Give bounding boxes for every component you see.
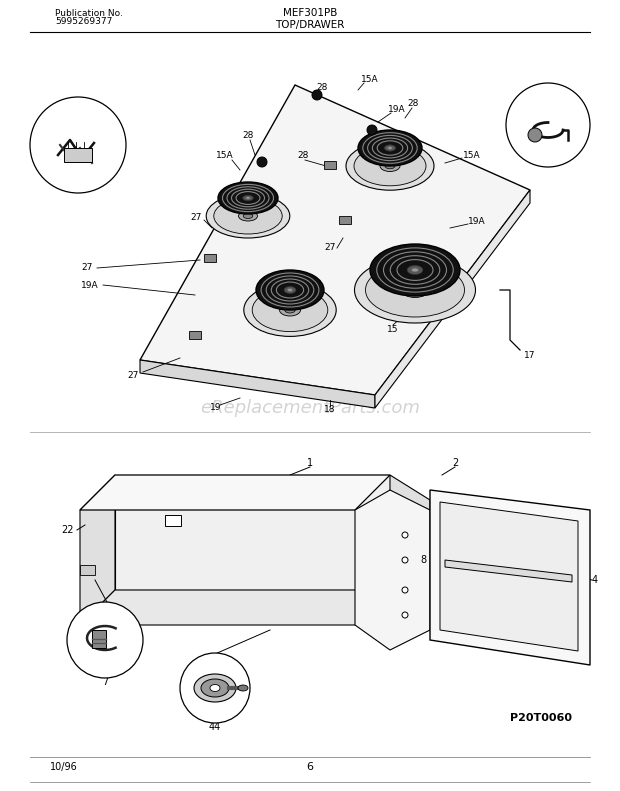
Polygon shape bbox=[80, 475, 115, 625]
Ellipse shape bbox=[355, 257, 476, 323]
Ellipse shape bbox=[384, 145, 396, 151]
Circle shape bbox=[67, 602, 143, 678]
Bar bbox=[339, 216, 351, 224]
Ellipse shape bbox=[243, 214, 253, 218]
Polygon shape bbox=[390, 475, 430, 630]
Text: 15A: 15A bbox=[463, 150, 481, 160]
Ellipse shape bbox=[206, 194, 290, 238]
Text: 19A: 19A bbox=[388, 105, 406, 115]
Text: 18: 18 bbox=[542, 85, 554, 94]
Text: 8: 8 bbox=[420, 555, 426, 565]
Ellipse shape bbox=[238, 685, 248, 691]
Circle shape bbox=[180, 653, 250, 723]
Circle shape bbox=[312, 90, 322, 100]
Text: 28: 28 bbox=[298, 150, 309, 160]
Ellipse shape bbox=[194, 674, 236, 702]
Ellipse shape bbox=[407, 266, 423, 274]
Text: 28: 28 bbox=[407, 99, 419, 108]
Text: 6: 6 bbox=[306, 762, 314, 772]
Polygon shape bbox=[445, 560, 572, 582]
Polygon shape bbox=[440, 502, 578, 651]
Text: 18A: 18A bbox=[56, 115, 74, 124]
Ellipse shape bbox=[354, 146, 426, 186]
Polygon shape bbox=[80, 475, 390, 510]
Polygon shape bbox=[80, 590, 390, 625]
Ellipse shape bbox=[244, 284, 336, 336]
Text: P20T0060: P20T0060 bbox=[510, 713, 572, 723]
Polygon shape bbox=[140, 85, 530, 395]
Circle shape bbox=[402, 532, 408, 538]
Text: 19A: 19A bbox=[468, 218, 486, 226]
Ellipse shape bbox=[346, 142, 434, 190]
Circle shape bbox=[402, 557, 408, 563]
Text: 15A: 15A bbox=[216, 150, 234, 160]
Circle shape bbox=[367, 125, 377, 135]
Ellipse shape bbox=[388, 146, 392, 149]
Text: Publication No.: Publication No. bbox=[55, 9, 123, 17]
Circle shape bbox=[257, 157, 267, 167]
Text: 10/96: 10/96 bbox=[50, 762, 78, 772]
Text: 1: 1 bbox=[307, 458, 313, 468]
Text: MEF301PB: MEF301PB bbox=[283, 8, 337, 18]
Ellipse shape bbox=[401, 282, 429, 297]
Polygon shape bbox=[375, 190, 530, 408]
Bar bbox=[64, 148, 92, 162]
Ellipse shape bbox=[385, 163, 395, 168]
Polygon shape bbox=[80, 565, 95, 575]
Text: 27: 27 bbox=[190, 214, 202, 222]
Text: 28: 28 bbox=[316, 82, 328, 92]
Text: TOP/DRAWER: TOP/DRAWER bbox=[275, 20, 345, 30]
Ellipse shape bbox=[370, 244, 460, 296]
Ellipse shape bbox=[214, 198, 282, 234]
Text: 22: 22 bbox=[61, 525, 73, 535]
Text: 5995269377: 5995269377 bbox=[55, 17, 112, 27]
Text: 19: 19 bbox=[210, 403, 222, 412]
Ellipse shape bbox=[366, 263, 464, 317]
Ellipse shape bbox=[256, 270, 324, 310]
Polygon shape bbox=[430, 490, 590, 665]
Bar bbox=[324, 161, 336, 169]
Ellipse shape bbox=[243, 195, 253, 201]
Ellipse shape bbox=[380, 161, 400, 172]
Polygon shape bbox=[140, 360, 375, 408]
Circle shape bbox=[528, 128, 542, 142]
Ellipse shape bbox=[284, 286, 296, 293]
Ellipse shape bbox=[218, 182, 278, 214]
Circle shape bbox=[506, 83, 590, 167]
Text: 18: 18 bbox=[324, 406, 336, 414]
Circle shape bbox=[402, 612, 408, 618]
Ellipse shape bbox=[246, 197, 250, 199]
Polygon shape bbox=[355, 490, 430, 650]
Text: 17: 17 bbox=[525, 350, 536, 359]
Ellipse shape bbox=[288, 289, 293, 292]
Text: 27: 27 bbox=[127, 370, 139, 380]
Circle shape bbox=[402, 587, 408, 593]
Text: 27: 27 bbox=[324, 244, 335, 252]
Bar bbox=[92, 630, 106, 648]
Text: 15A: 15A bbox=[361, 74, 379, 84]
Ellipse shape bbox=[201, 679, 229, 697]
Text: 19A: 19A bbox=[81, 281, 99, 290]
Ellipse shape bbox=[408, 286, 422, 293]
Text: 2: 2 bbox=[452, 458, 458, 468]
Ellipse shape bbox=[285, 307, 295, 313]
Text: 15: 15 bbox=[388, 326, 399, 335]
Text: 28: 28 bbox=[242, 131, 254, 139]
Circle shape bbox=[30, 97, 126, 193]
Text: 27: 27 bbox=[81, 263, 92, 273]
Polygon shape bbox=[115, 475, 390, 590]
Bar bbox=[204, 254, 216, 262]
Ellipse shape bbox=[210, 684, 220, 691]
Text: 7: 7 bbox=[102, 677, 108, 687]
Text: 44: 44 bbox=[209, 722, 221, 732]
Ellipse shape bbox=[280, 304, 301, 316]
Text: 4: 4 bbox=[592, 575, 598, 585]
Ellipse shape bbox=[252, 289, 328, 331]
Bar bbox=[189, 331, 201, 339]
Bar bbox=[165, 515, 181, 526]
Ellipse shape bbox=[239, 211, 257, 221]
Ellipse shape bbox=[358, 130, 422, 166]
Ellipse shape bbox=[412, 268, 418, 272]
Text: eReplacementParts.com: eReplacementParts.com bbox=[200, 399, 420, 417]
